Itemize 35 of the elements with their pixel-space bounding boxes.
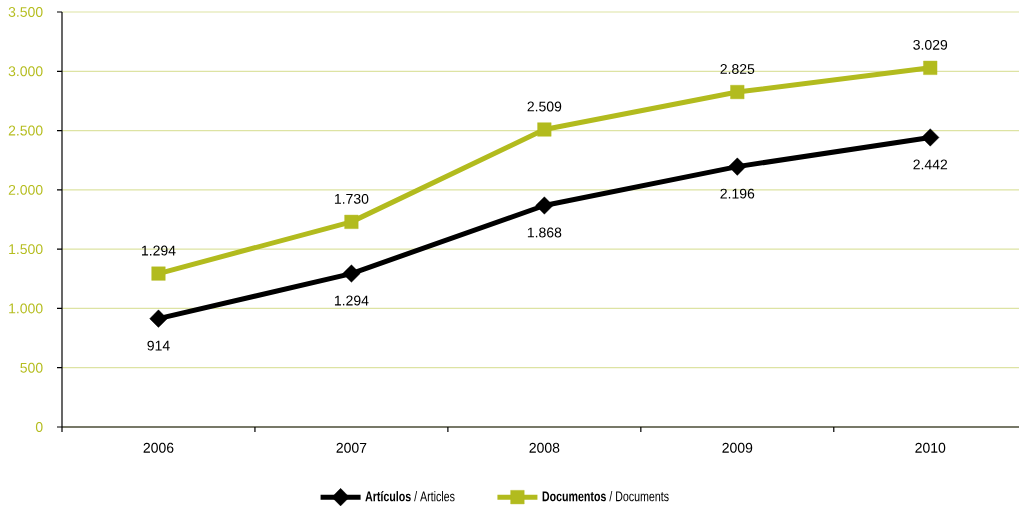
- data-label: 2.509: [527, 101, 562, 112]
- data-label: 1.294: [334, 295, 369, 306]
- data-label: 1.730: [334, 193, 369, 204]
- point: [535, 196, 554, 215]
- x-tick-label: 2009: [722, 442, 753, 453]
- x-tick-label: 2007: [336, 442, 367, 453]
- point: [151, 266, 166, 281]
- point: [149, 309, 168, 328]
- point: [537, 122, 552, 137]
- y-tick-label: 0: [35, 422, 43, 432]
- data-label: 2.825: [720, 64, 755, 74]
- x-tick-label: 2010: [915, 442, 946, 453]
- point: [730, 85, 745, 100]
- point: [342, 264, 361, 283]
- point: [923, 60, 938, 75]
- data-label: 1.868: [527, 227, 562, 238]
- point: [921, 128, 940, 147]
- y-tick-label: 1.500: [9, 244, 43, 255]
- data-label: 2.442: [913, 159, 948, 170]
- y-tick-label: 3.000: [8, 66, 43, 77]
- y-tick-label: 2.000: [8, 184, 43, 195]
- data-label: 2.196: [720, 188, 755, 199]
- y-tick-label: 1.000: [9, 303, 43, 314]
- data-label: 914: [147, 340, 170, 351]
- data-label: 3.029: [913, 39, 948, 50]
- data-label: 1.294: [142, 245, 176, 256]
- legend-label: Documentos / Documents: [542, 491, 669, 502]
- point: [344, 214, 359, 229]
- x-tick-label: 2008: [529, 442, 560, 453]
- y-tick-label: 3.500: [8, 7, 43, 17]
- y-tick-label: 500: [20, 362, 43, 373]
- x-tick-label: 2006: [143, 442, 174, 453]
- y-tick-label: 2.500: [8, 125, 43, 136]
- legend-label: Artículos / Articles: [365, 490, 455, 502]
- point: [728, 157, 747, 176]
